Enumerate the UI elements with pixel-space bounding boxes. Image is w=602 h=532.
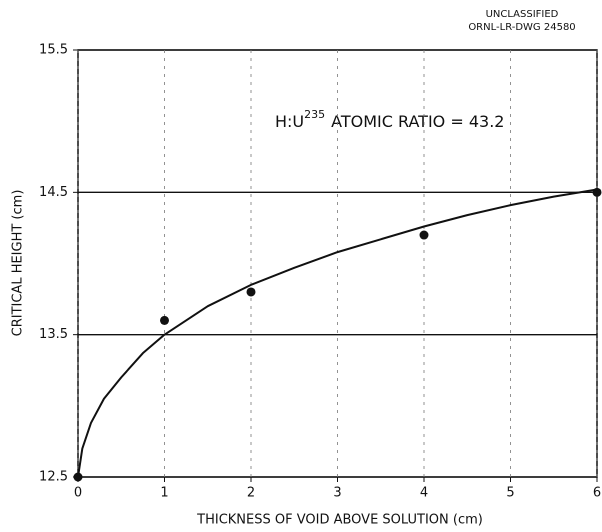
data-point xyxy=(419,230,429,240)
annotation-suffix: ATOMIC RATIO = 43.2 xyxy=(331,112,504,131)
x-tick-label: 0 xyxy=(74,486,82,501)
x-tick-label: 4 xyxy=(420,486,428,501)
y-tick-label: 14.5 xyxy=(39,185,68,200)
x-tick-label: 5 xyxy=(506,486,514,501)
data-point xyxy=(246,287,256,297)
x-tick-label: 2 xyxy=(247,486,255,501)
header-line: UNCLASSIFIED xyxy=(486,9,559,20)
y-tick-label: 13.5 xyxy=(39,327,68,342)
annotation: H:U235 ATOMIC RATIO = 43.2 xyxy=(275,108,504,131)
x-tick-label: 1 xyxy=(160,486,168,501)
x-tick-label: 6 xyxy=(593,486,601,501)
x-axis-label: THICKNESS OF VOID ABOVE SOLUTION (cm) xyxy=(196,513,483,528)
y-tick-label: 15.5 xyxy=(39,43,68,58)
y-tick-label: 12.5 xyxy=(39,470,68,485)
annotation-text: H:U xyxy=(275,112,304,131)
header-line: ORNL-LR-DWG 24580 xyxy=(468,22,575,33)
y-axis-label: CRITICAL HEIGHT (cm) xyxy=(11,190,26,337)
x-tick-label: 3 xyxy=(333,486,341,501)
annotation-superscript: 235 xyxy=(304,108,325,121)
fit-curve xyxy=(77,188,598,478)
data-point xyxy=(160,315,169,325)
